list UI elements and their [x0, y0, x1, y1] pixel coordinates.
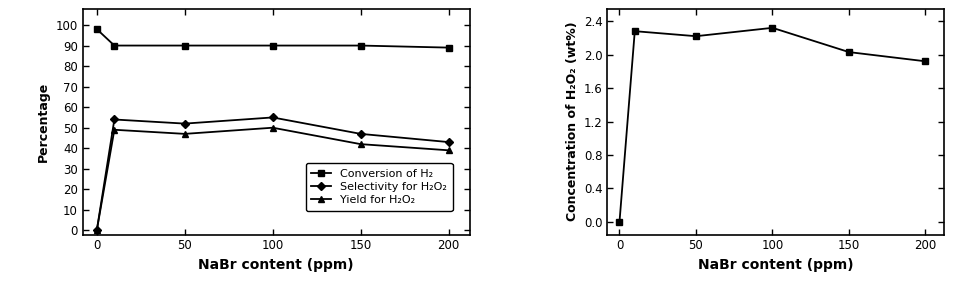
- Conversion of H₂: [109, 44, 121, 47]
- Yield for H₂O₂: [90, 229, 102, 232]
- Line: Selectivity for H₂O₂: Selectivity for H₂O₂: [94, 115, 451, 233]
- Y-axis label: Percentage: Percentage: [37, 82, 50, 162]
- Conversion of H₂: [355, 44, 367, 47]
- Y-axis label: Concentration of H₂O₂ (wt%): Concentration of H₂O₂ (wt%): [566, 22, 580, 221]
- Selectivity for H₂O₂: [355, 132, 367, 136]
- Yield for H₂O₂: [179, 132, 191, 136]
- Line: Conversion of H₂: Conversion of H₂: [93, 26, 452, 51]
- Yield for H₂O₂: [355, 142, 367, 146]
- Selectivity for H₂O₂: [267, 116, 278, 119]
- Conversion of H₂: [90, 27, 102, 31]
- X-axis label: NaBr content (ppm): NaBr content (ppm): [198, 258, 354, 272]
- Legend: Conversion of H₂, Selectivity for H₂O₂, Yield for H₂O₂: Conversion of H₂, Selectivity for H₂O₂, …: [306, 163, 452, 211]
- Yield for H₂O₂: [109, 128, 121, 132]
- Selectivity for H₂O₂: [90, 229, 102, 232]
- Yield for H₂O₂: [267, 126, 278, 130]
- Conversion of H₂: [267, 44, 278, 47]
- Selectivity for H₂O₂: [179, 122, 191, 125]
- Yield for H₂O₂: [443, 149, 454, 152]
- Line: Yield for H₂O₂: Yield for H₂O₂: [93, 124, 452, 234]
- Conversion of H₂: [179, 44, 191, 47]
- Conversion of H₂: [443, 46, 454, 49]
- Selectivity for H₂O₂: [109, 118, 121, 121]
- Selectivity for H₂O₂: [443, 140, 454, 144]
- X-axis label: NaBr content (ppm): NaBr content (ppm): [698, 258, 853, 272]
